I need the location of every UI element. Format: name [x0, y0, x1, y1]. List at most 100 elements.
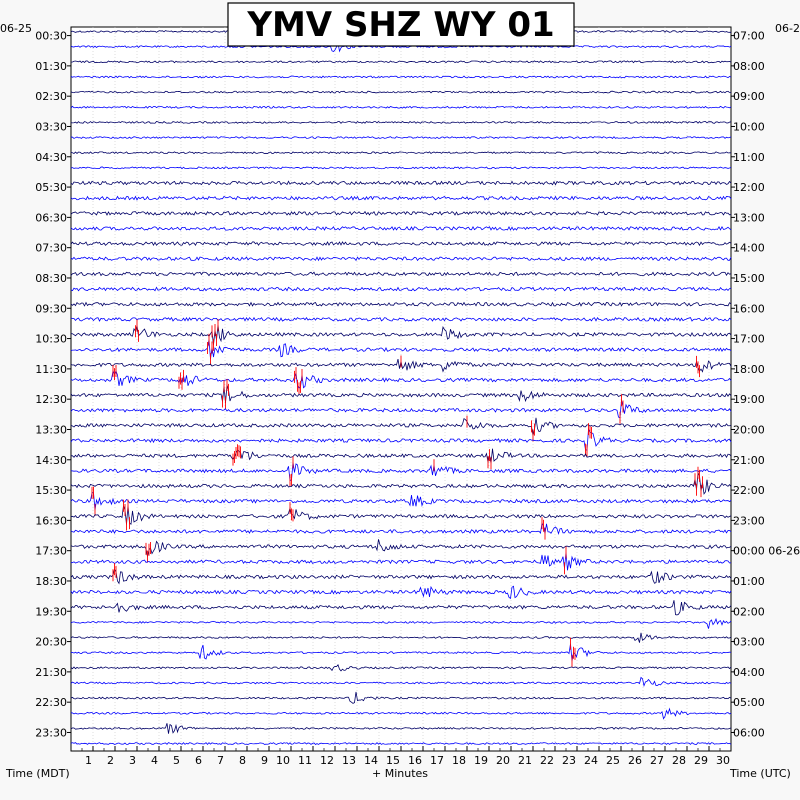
- right-hour-label: 07:00: [733, 30, 765, 43]
- x-tick-label: 1: [85, 754, 92, 767]
- x-tick-label: 23: [562, 754, 576, 767]
- x-tick-label: 8: [239, 754, 246, 767]
- left-hour-label: 12:30: [35, 393, 67, 406]
- seismogram-trace: [70, 151, 732, 155]
- seismogram-trace: [70, 286, 732, 292]
- seismogram-trace: [70, 210, 732, 216]
- right-hour-label: 06:00: [733, 726, 765, 739]
- right-hour-label: 04:00: [733, 666, 765, 679]
- left-hour-label: 21:30: [35, 666, 67, 679]
- seismogram-trace: [70, 316, 732, 322]
- x-tick-label: 29: [694, 754, 708, 767]
- left-hour-label: 22:30: [35, 696, 67, 709]
- seismogram-trace: [70, 492, 732, 511]
- seismogram-trace: [70, 180, 732, 186]
- seismogram-trace: [70, 136, 732, 139]
- x-tick-label: 6: [195, 754, 202, 767]
- right-hour-label: 17:00: [733, 333, 765, 346]
- x-tick-label: 22: [540, 754, 554, 767]
- seismogram-trace: [70, 241, 732, 247]
- x-tick-label: 27: [650, 754, 664, 767]
- seismogram-trace: [70, 417, 732, 436]
- seismogram-trace: [70, 369, 732, 390]
- seismogram-trace: [70, 339, 732, 360]
- left-hour-label: 05:30: [35, 181, 67, 194]
- x-tick-label: 5: [173, 754, 180, 767]
- seismogram-trace: [70, 471, 732, 495]
- x-axis-label: + Minutes: [372, 767, 428, 780]
- x-tick-label: 15: [386, 754, 400, 767]
- x-tick-label: 13: [342, 754, 356, 767]
- x-tick-label: 7: [217, 754, 224, 767]
- x-tick-label: 25: [606, 754, 620, 767]
- left-hour-label: 16:30: [35, 514, 67, 527]
- seismogram-trace: [70, 384, 732, 403]
- seismogram-traces: [70, 30, 732, 746]
- left-hour-label: 23:30: [35, 726, 67, 739]
- left-hour-label: 15:30: [35, 484, 67, 497]
- chart-title: YMV SHZ WY 01: [246, 5, 554, 45]
- right-hour-label: 23:00: [733, 514, 765, 527]
- x-tick-label: 19: [474, 754, 488, 767]
- seismogram-trace: [70, 462, 732, 482]
- seismogram-trace: [70, 723, 732, 734]
- axis-ticks: [67, 35, 735, 751]
- seismogram-trace: [70, 400, 732, 419]
- right-hour-label: 19:00: [733, 393, 765, 406]
- left-hour-label: 11:30: [35, 363, 67, 376]
- seismogram-trace: [70, 427, 732, 451]
- right-hour-label: 13:00: [733, 211, 765, 224]
- x-tick-label: 26: [628, 754, 642, 767]
- seismogram-trace: [70, 643, 732, 662]
- seismogram-trace: [70, 505, 732, 525]
- left-hour-label: 00:30: [35, 30, 67, 43]
- seismogram-trace: [70, 120, 732, 124]
- right-hour-label: 11:00: [733, 151, 765, 164]
- seismogram-trace: [70, 691, 732, 704]
- x-tick-label: 17: [430, 754, 444, 767]
- right-hour-label: 16:00: [733, 302, 765, 315]
- axis-tick-labels: 1 2 3 4 5 6 7 8 9 10 11 12 13 14 15 16 17 18 19 20 21 22 23 24 2…: [35, 30, 800, 767]
- left-hour-label: 09:30: [35, 302, 67, 315]
- right-hour-label: 01:00: [733, 575, 765, 588]
- x-tick-label: 20: [496, 754, 510, 767]
- right-hour-label: 00:00 06-26: [733, 545, 800, 558]
- right-hour-label: 03:00: [733, 636, 765, 649]
- seismogram-trace: [70, 600, 732, 616]
- right-hour-label: 10:00: [733, 120, 765, 133]
- x-tick-label: 11: [298, 754, 312, 767]
- left-date-label: 06-25: [0, 22, 32, 35]
- seismogram-trace: [70, 448, 732, 464]
- seismogram-trace: [70, 75, 732, 79]
- title-box: [227, 2, 575, 47]
- left-hour-label: 14:30: [35, 454, 67, 467]
- seismogram-trace: [70, 225, 732, 231]
- seismogram-trace: [70, 539, 732, 557]
- seismogram-trace: [70, 568, 732, 585]
- left-hour-label: 06:30: [35, 211, 67, 224]
- grid: [92, 27, 710, 751]
- x-tick-label: 21: [518, 754, 532, 767]
- right-date-label: 06-2: [775, 22, 800, 35]
- left-hour-label: 07:30: [35, 242, 67, 255]
- x-tick-label: 30: [716, 754, 730, 767]
- seismogram-trace: [70, 617, 732, 629]
- x-tick-label: 4: [151, 754, 158, 767]
- seismogram-trace: [70, 166, 732, 170]
- seismogram-trace: [70, 521, 732, 536]
- left-hour-label: 20:30: [35, 636, 67, 649]
- left-hour-label: 10:30: [35, 333, 67, 346]
- right-hour-label: 08:00: [733, 60, 765, 73]
- x-tick-label: 9: [261, 754, 268, 767]
- x-tick-label: 2: [107, 754, 114, 767]
- x-tick-label: 14: [364, 754, 378, 767]
- left-hour-label: 19:30: [35, 605, 67, 618]
- seismogram-trace: [70, 707, 732, 720]
- seismogram-trace: [70, 664, 732, 672]
- x-tick-label: 12: [320, 754, 334, 767]
- seismogram-trace: [70, 256, 732, 262]
- right-hour-label: 09:00: [733, 90, 765, 103]
- seismogram-trace: [70, 742, 732, 746]
- x-tick-label: 18: [452, 754, 466, 767]
- x-tick-label: 3: [129, 754, 136, 767]
